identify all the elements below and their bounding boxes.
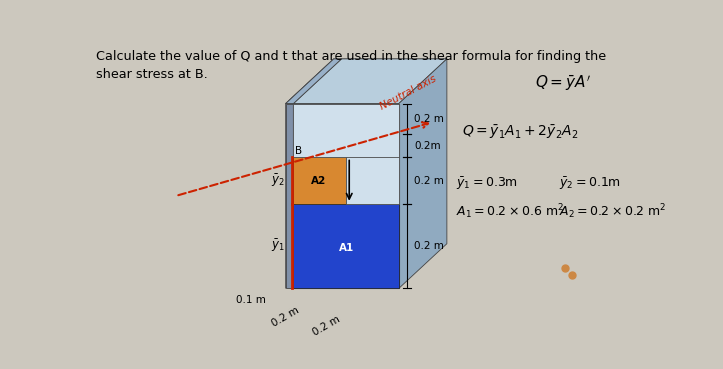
Polygon shape xyxy=(294,59,447,104)
Text: 0.2 m: 0.2 m xyxy=(414,241,444,251)
Text: shear stress at B.: shear stress at B. xyxy=(96,68,208,81)
Polygon shape xyxy=(294,104,399,158)
Polygon shape xyxy=(286,59,447,104)
Text: 0.2 m: 0.2 m xyxy=(270,305,301,329)
Text: 0.1 m: 0.1 m xyxy=(236,295,266,305)
Text: 0.2 m: 0.2 m xyxy=(311,314,341,338)
Polygon shape xyxy=(346,158,399,204)
Text: $A_2 = 0.2 \times 0.2\ \mathrm{m}^2$: $A_2 = 0.2 \times 0.2\ \mathrm{m}^2$ xyxy=(560,202,667,221)
Text: A1: A1 xyxy=(338,242,354,252)
Polygon shape xyxy=(286,59,334,288)
Text: $\bar{y}_2$: $\bar{y}_2$ xyxy=(271,172,285,189)
Polygon shape xyxy=(286,104,294,288)
Polygon shape xyxy=(286,59,341,104)
Text: 0.2 m: 0.2 m xyxy=(414,114,444,124)
Polygon shape xyxy=(294,104,399,288)
Polygon shape xyxy=(294,204,399,288)
Text: B: B xyxy=(295,146,302,156)
Polygon shape xyxy=(294,158,346,204)
Text: $\bar{y}_2 = 0.1\mathrm{m}$: $\bar{y}_2 = 0.1\mathrm{m}$ xyxy=(560,175,621,192)
Text: Neutral axis: Neutral axis xyxy=(378,73,438,111)
Text: 0.2m: 0.2m xyxy=(414,141,441,151)
Text: A2: A2 xyxy=(311,176,326,186)
Text: $Q = \bar{y}A'$: $Q = \bar{y}A'$ xyxy=(535,74,591,93)
Text: $\bar{y}_1$: $\bar{y}_1$ xyxy=(271,238,285,254)
Text: 0.2 m: 0.2 m xyxy=(414,176,444,186)
Polygon shape xyxy=(399,59,447,288)
Text: Calculate the value of Q and t that are used in the shear formula for finding th: Calculate the value of Q and t that are … xyxy=(96,50,606,63)
Text: $A_1 = 0.2 \times 0.6\ \mathrm{m}^2$: $A_1 = 0.2 \times 0.6\ \mathrm{m}^2$ xyxy=(456,202,564,221)
Text: $Q = \bar{y}_1A_1 + 2\bar{y}_2A_2$: $Q = \bar{y}_1A_1 + 2\bar{y}_2A_2$ xyxy=(462,123,578,141)
Text: $\bar{y}_1 = 0.3\mathrm{m}$: $\bar{y}_1 = 0.3\mathrm{m}$ xyxy=(456,175,518,192)
